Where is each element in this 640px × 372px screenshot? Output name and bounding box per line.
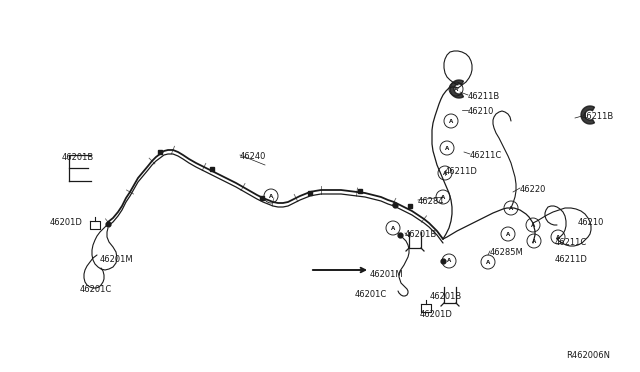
Text: 46201C: 46201C (355, 290, 387, 299)
Text: 46284: 46284 (418, 197, 445, 206)
Text: A: A (449, 119, 453, 124)
Text: 46201C: 46201C (80, 285, 112, 294)
Text: 46211C: 46211C (470, 151, 502, 160)
Text: 46201D: 46201D (420, 310, 453, 319)
Text: 46240: 46240 (240, 152, 266, 161)
Polygon shape (450, 80, 463, 98)
Text: A: A (443, 170, 447, 176)
Text: A: A (441, 195, 445, 199)
Text: 46201M: 46201M (370, 270, 404, 279)
Text: 46201B: 46201B (62, 153, 94, 162)
Text: A: A (506, 231, 510, 237)
Polygon shape (581, 106, 595, 124)
Text: 46220: 46220 (520, 185, 547, 194)
Text: 46201M: 46201M (100, 255, 134, 264)
Text: A: A (509, 205, 513, 211)
Text: A: A (486, 260, 490, 264)
Text: A: A (269, 193, 273, 199)
Text: A: A (454, 87, 458, 92)
Text: A: A (447, 259, 451, 263)
Text: 46211B: 46211B (582, 112, 614, 121)
Text: A: A (531, 222, 535, 228)
Text: 46201B: 46201B (405, 230, 437, 239)
Text: 46210: 46210 (468, 107, 494, 116)
Text: 46210: 46210 (578, 218, 604, 227)
Text: 46211D: 46211D (555, 255, 588, 264)
Text: R462006N: R462006N (566, 351, 610, 360)
Text: 46211C: 46211C (555, 238, 588, 247)
Text: A: A (391, 225, 395, 231)
Text: 46201B: 46201B (430, 292, 462, 301)
Text: 46211B: 46211B (468, 92, 500, 101)
Text: 46201D: 46201D (50, 218, 83, 227)
Text: A: A (532, 238, 536, 244)
Text: 46285M: 46285M (490, 248, 524, 257)
Text: A: A (556, 234, 560, 240)
Text: A: A (445, 145, 449, 151)
Text: 46211D: 46211D (445, 167, 478, 176)
